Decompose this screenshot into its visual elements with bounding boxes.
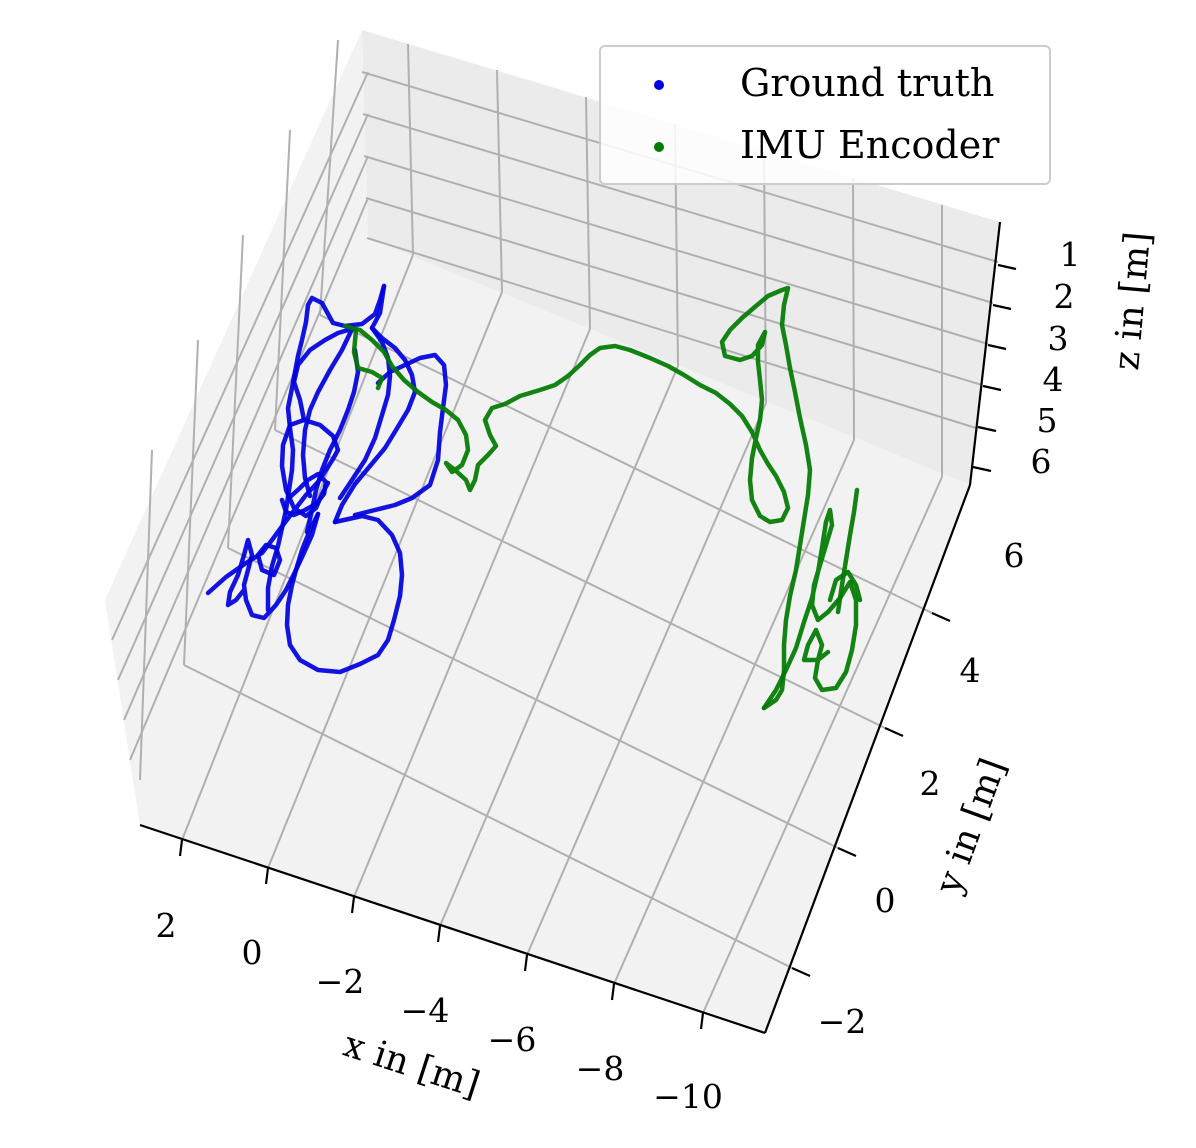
- z-tick-labels: 1 2 3 4 5 6: [1031, 235, 1081, 481]
- z-axis-label: z in [m]: [1106, 230, 1159, 372]
- x-tick-label: −10: [653, 1077, 723, 1116]
- y-axis-label: y in [m]: [928, 753, 1015, 900]
- imu-segment: [342, 285, 813, 711]
- z-tick-label: 1: [1060, 235, 1081, 274]
- ground-truth-segment: [304, 347, 361, 535]
- imu-encoder-trajectory: [342, 285, 863, 711]
- y-tick-label: 2: [920, 764, 941, 803]
- x-tick-label: −8: [576, 1049, 625, 1088]
- x-tick-label: −4: [401, 991, 450, 1030]
- legend-marker-imu-encoder: [654, 142, 664, 152]
- z-tick-label: 2: [1054, 277, 1075, 316]
- x-axis-line: [139, 823, 766, 1035]
- z-tick-label: 5: [1037, 401, 1058, 440]
- z-tick-label: 4: [1043, 360, 1064, 399]
- back-pane: [362, 30, 1000, 485]
- legend-label-imu-encoder: IMU Encoder: [740, 123, 1000, 167]
- x-tick-label: 0: [242, 933, 263, 972]
- ground-truth-segment: [300, 324, 356, 499]
- y-tick-label: −2: [818, 1002, 867, 1041]
- imu-segment: [835, 487, 860, 615]
- x-axis-label: x in [m]: [339, 1024, 485, 1106]
- y-axis-line: [763, 484, 972, 1034]
- legend-marker-ground-truth: [654, 80, 664, 90]
- y-tick-label: 6: [1004, 536, 1025, 575]
- x-tick-label: −2: [316, 962, 365, 1001]
- legend-label-ground-truth: Ground truth: [740, 61, 994, 105]
- axis-ticks: [178, 263, 1017, 1030]
- z-axis-line: [968, 221, 1002, 486]
- axis-lines: [139, 221, 1002, 1035]
- z-tick-label: 6: [1031, 442, 1052, 481]
- y-tick-label: 4: [960, 651, 981, 690]
- x-tick-label: 2: [156, 906, 177, 945]
- legend: Ground truth IMU Encoder: [599, 45, 1051, 185]
- y-tick-label: 0: [875, 881, 896, 920]
- z-tick-label: 3: [1048, 319, 1069, 358]
- x-tick-labels: 2 0 −2 −4 −6 −8 −10: [156, 906, 723, 1116]
- ground-truth-segment: [225, 511, 321, 621]
- legend-frame: [599, 45, 1051, 185]
- ground-truth-segment: [255, 542, 283, 578]
- imu-segment: [761, 507, 859, 711]
- imu-segment: [827, 569, 863, 603]
- imu-segment: [351, 327, 385, 391]
- left-pane: [105, 30, 368, 825]
- y-tick-labels: 6 4 2 0 −2: [818, 536, 1025, 1041]
- x-tick-label: −6: [488, 1020, 537, 1059]
- floor-pane: [140, 238, 970, 1033]
- ground-truth-segment: [291, 327, 351, 423]
